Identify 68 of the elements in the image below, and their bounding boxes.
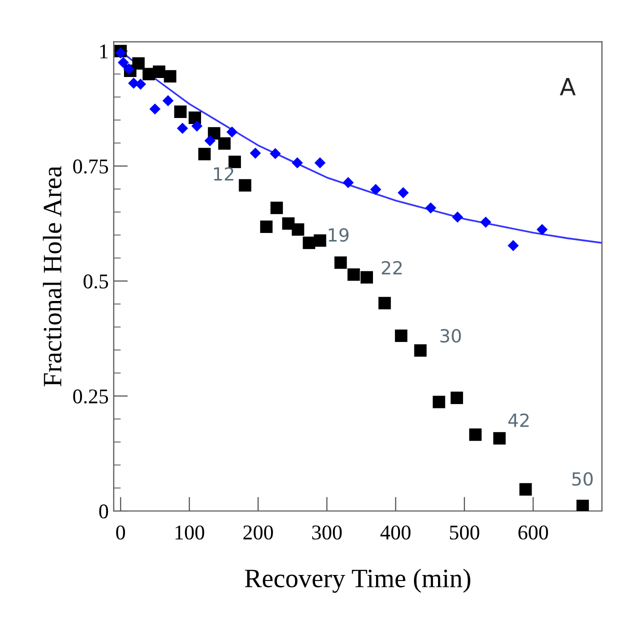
point <box>218 137 231 150</box>
point <box>292 157 303 168</box>
point <box>250 148 261 159</box>
y-tick-label: 0 <box>99 504 108 518</box>
y-tick-label: 0.75 <box>73 159 108 174</box>
point <box>452 212 464 223</box>
point <box>394 330 408 342</box>
point <box>162 95 174 106</box>
point <box>398 187 409 198</box>
point <box>292 223 304 236</box>
y-tick-label: 1 <box>100 44 108 58</box>
point <box>493 432 506 445</box>
point <box>334 256 347 269</box>
y-tick-label: 0.25 <box>73 389 108 404</box>
point <box>123 63 134 75</box>
x-tick-label: 300 <box>312 525 342 540</box>
point <box>270 202 283 214</box>
point <box>469 428 482 441</box>
point <box>149 103 161 115</box>
point <box>132 57 145 70</box>
point <box>378 296 391 310</box>
annotation: 12 <box>214 167 234 181</box>
point <box>238 179 252 192</box>
point <box>347 268 360 281</box>
point <box>198 148 211 160</box>
x-axis-title: Recovery Time (min) <box>244 568 470 593</box>
point <box>414 344 427 357</box>
point <box>314 234 326 247</box>
point <box>152 66 166 78</box>
point <box>118 56 129 68</box>
x-tick-label: 600 <box>518 525 548 540</box>
point <box>176 122 188 134</box>
point <box>302 236 316 250</box>
x-tick-label: 400 <box>380 525 410 540</box>
point <box>174 106 187 118</box>
point <box>164 70 176 83</box>
point <box>188 112 202 124</box>
y-axis-title: Fractional Hole Area <box>42 166 62 386</box>
x-tick-label: 0 <box>116 525 125 540</box>
annotation: 42 <box>508 413 529 427</box>
annotation: 22 <box>382 260 402 274</box>
point <box>191 120 202 132</box>
x-tick-label: 100 <box>176 525 204 540</box>
point <box>228 156 241 168</box>
annotation: 19 <box>328 228 349 242</box>
point <box>342 177 354 188</box>
point <box>204 135 216 146</box>
point <box>370 184 382 196</box>
point <box>360 271 373 284</box>
point <box>260 220 273 233</box>
point <box>508 240 519 252</box>
point <box>270 148 281 160</box>
x-tick-label: 500 <box>450 525 480 540</box>
point <box>314 157 326 168</box>
point <box>519 483 532 496</box>
point <box>576 500 589 512</box>
annotation: A <box>560 78 576 96</box>
point <box>450 392 464 404</box>
point <box>425 202 436 214</box>
point <box>536 224 548 236</box>
annotation: 30 <box>440 328 461 343</box>
x-tick-label: 200 <box>243 525 273 540</box>
y-tick-label: 0.5 <box>84 274 108 289</box>
point <box>115 47 126 58</box>
point <box>226 126 238 138</box>
point <box>432 396 446 408</box>
point <box>480 216 492 228</box>
annotation: 50 <box>572 472 593 486</box>
